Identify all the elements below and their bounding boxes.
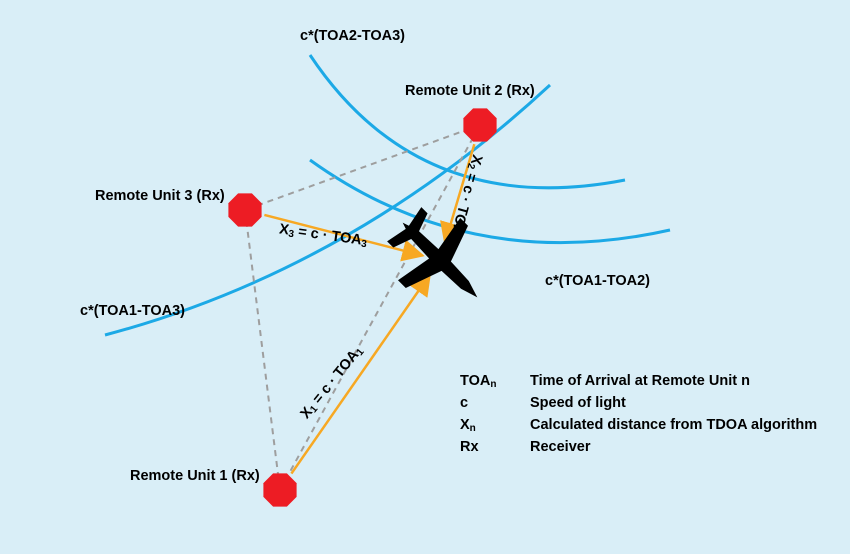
receiver-ru1 — [263, 473, 296, 506]
legend: TOAn Time of Arrival at Remote Unit n c Spe… — [460, 373, 817, 455]
baseline — [280, 125, 480, 490]
distance-label-x1: X1 = c · TOA1 — [298, 346, 367, 422]
legend-term: Rx — [460, 439, 479, 455]
distance-ray-1 — [291, 275, 429, 474]
baseline — [245, 125, 480, 210]
receiver-label-ru3: Remote Unit 3 (Rx) — [95, 188, 225, 204]
baseline-layer — [245, 125, 480, 490]
hyperbola-h12 — [310, 160, 670, 243]
aircraft-icon — [372, 192, 509, 329]
receiver-ru3 — [228, 193, 261, 226]
legend-def: Calculated distance from TDOA algorithm — [530, 417, 817, 433]
ray-layer — [264, 144, 474, 473]
receiver-label-ru2: Remote Unit 2 (Rx) — [405, 83, 535, 99]
distance-label-x3: X3 = c · TOA3 — [278, 221, 368, 250]
receiver-ru2 — [463, 108, 496, 141]
legend-term: c — [460, 395, 468, 411]
baseline — [245, 210, 280, 490]
hyperbola-label-h12: c*(TOA1-TOA2) — [545, 273, 650, 289]
legend-term: TOAn — [460, 373, 496, 390]
receiver-label-ru1: Remote Unit 1 (Rx) — [130, 468, 260, 484]
legend-def: Time of Arrival at Remote Unit n — [530, 373, 750, 389]
hyperbola-label-h23: c*(TOA2-TOA3) — [300, 28, 405, 44]
legend-def: Receiver — [530, 439, 591, 455]
legend-def: Speed of light — [530, 395, 626, 411]
label-layer: Remote Unit 1 (Rx) Remote Unit 2 (Rx) Remo… — [80, 28, 650, 484]
legend-term: Xn — [460, 417, 476, 434]
hyperbola-label-h13: c*(TOA1-TOA3) — [80, 303, 185, 319]
